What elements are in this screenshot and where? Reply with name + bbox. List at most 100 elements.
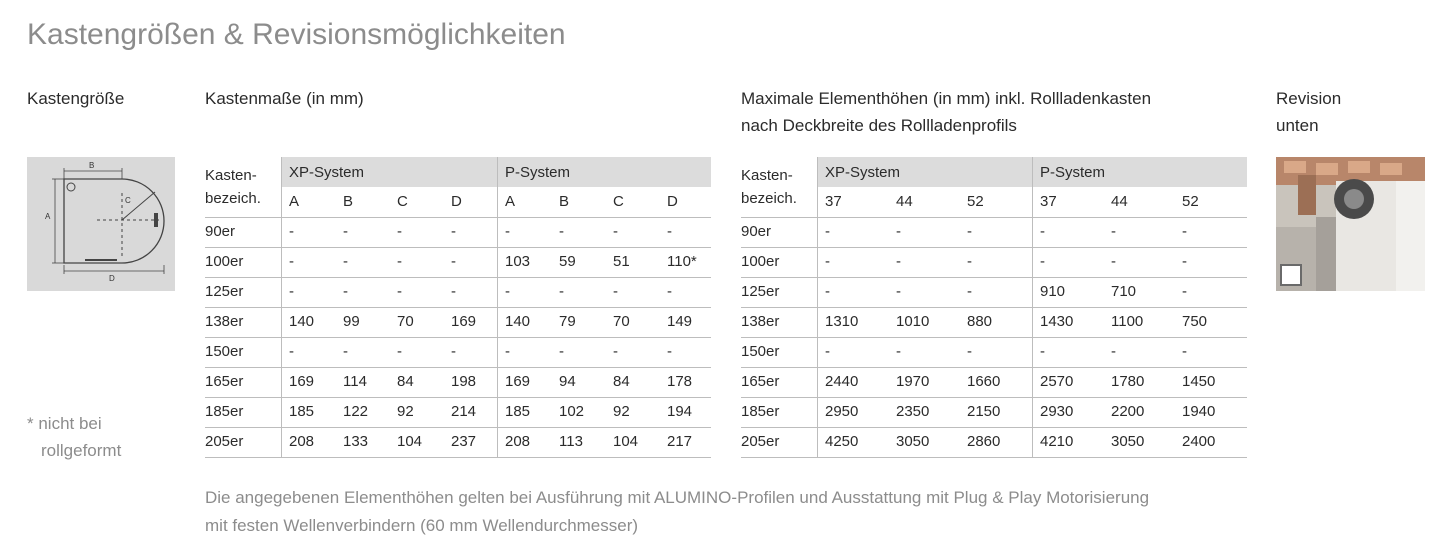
table-cell: 169 <box>505 373 531 390</box>
table-cell: - <box>451 283 456 300</box>
table-cell: 178 <box>667 373 693 390</box>
heading-revision: Revision unten <box>1276 85 1341 139</box>
table-cell: - <box>896 223 901 240</box>
table-cell: 92 <box>397 403 414 420</box>
diagram-label-a: A <box>45 212 51 221</box>
table-cell: 70 <box>397 313 414 330</box>
table-cell: - <box>896 253 901 270</box>
row-rule <box>205 397 711 398</box>
table-cell: - <box>1040 223 1045 240</box>
table-cell: - <box>613 283 618 300</box>
row-label: 100er <box>741 253 780 270</box>
row-rule <box>741 307 1247 308</box>
table-cell: 104 <box>613 433 639 450</box>
table-cell: 94 <box>559 373 576 390</box>
table-cell: 217 <box>667 433 693 450</box>
table-cell: 2930 <box>1040 403 1074 420</box>
table-cell: - <box>451 253 456 270</box>
table-cell: - <box>1040 253 1045 270</box>
page-title: Kastengrößen & Revisionsmöglichkeiten <box>27 18 566 51</box>
table-cell: 2860 <box>967 433 1001 450</box>
column-subheader: B <box>559 193 570 210</box>
header-band <box>281 157 711 187</box>
row-label: 138er <box>205 313 244 330</box>
table-cell: 140 <box>289 313 315 330</box>
table-cell: 208 <box>289 433 315 450</box>
table-cell: 102 <box>559 403 585 420</box>
table-cell: - <box>967 343 972 360</box>
table-cell: - <box>343 283 348 300</box>
row-label: 150er <box>741 343 780 360</box>
table-cell: 1310 <box>825 313 859 330</box>
bottom-note: Die angegebenen Elementhöhen gelten bei … <box>205 484 1149 540</box>
table-cell: - <box>967 223 972 240</box>
row-rule <box>741 397 1247 398</box>
table-cell: 140 <box>505 313 531 330</box>
table-cell: 1100 <box>1111 313 1144 330</box>
heading-max-heights: Maximale Elementhöhen (in mm) inkl. Roll… <box>741 85 1151 139</box>
table-cell: 3050 <box>896 433 930 450</box>
column-subheader: 52 <box>1182 193 1199 210</box>
table-cell: - <box>613 343 618 360</box>
diagram-label-d: D <box>109 274 115 283</box>
table-cell: - <box>289 253 294 270</box>
group-label: P-System <box>1040 164 1106 181</box>
table-cell: 79 <box>559 313 576 330</box>
table-cell: 110* <box>667 253 697 270</box>
table-cell: 104 <box>397 433 423 450</box>
column-subheader: C <box>397 193 408 210</box>
table-cell: 103 <box>505 253 531 270</box>
table-cell: 2570 <box>1040 373 1074 390</box>
table-cell: - <box>1182 343 1187 360</box>
table-cell: 1970 <box>896 373 930 390</box>
table-cell: - <box>397 223 402 240</box>
table-cell: 84 <box>613 373 630 390</box>
table-cell: - <box>825 283 830 300</box>
heading-box-dimensions: Kastenmaße (in mm) <box>205 89 364 108</box>
footnote: * nicht bei rollgeformt <box>27 410 121 464</box>
table-cell: - <box>613 223 618 240</box>
table-cell: 185 <box>505 403 531 420</box>
table-cell: 710 <box>1111 283 1137 300</box>
table-cell: 169 <box>451 313 477 330</box>
row-label: 125er <box>205 283 244 300</box>
row-label: 90er <box>205 223 236 240</box>
table-cell: - <box>667 283 672 300</box>
group-label: XP-System <box>825 164 901 181</box>
table-cell: 185 <box>289 403 315 420</box>
row-rule <box>741 457 1247 458</box>
row-rule <box>205 337 711 338</box>
table-cell: 208 <box>505 433 531 450</box>
footnote-line2: rollgeformt <box>41 441 122 460</box>
table-cell: - <box>1040 343 1045 360</box>
row-rule <box>205 247 711 248</box>
table-cell: 750 <box>1182 313 1208 330</box>
table-cell: 113 <box>559 433 583 450</box>
heading-max-heights-line2: nach Deckbreite des Rollladenprofils <box>741 116 1017 135</box>
row-label: 205er <box>205 433 244 450</box>
bottom-note-line2: mit festen Wellenverbindern (60 mm Welle… <box>205 516 639 535</box>
row-rule <box>741 217 1247 218</box>
table-cell: 2440 <box>825 373 859 390</box>
column-subheader: 44 <box>1111 193 1128 210</box>
table-cell: 880 <box>967 313 993 330</box>
table-cell: - <box>505 343 510 360</box>
row-header-line1: Kasten- <box>741 167 793 184</box>
table-cell: - <box>667 343 672 360</box>
table-cell: 198 <box>451 373 477 390</box>
row-header-line2: bezeich. <box>741 190 797 207</box>
table-cell: - <box>825 343 830 360</box>
row-rule <box>741 367 1247 368</box>
roller-box-photo-drawing <box>1276 157 1425 291</box>
table-cell: 910 <box>1040 283 1066 300</box>
table-cell: 133 <box>343 433 369 450</box>
table-cell: - <box>505 283 510 300</box>
table-cell: 92 <box>613 403 630 420</box>
table-cell: 2400 <box>1182 433 1216 450</box>
column-subheader: D <box>667 193 678 210</box>
group-label: XP-System <box>289 164 365 181</box>
table-cell: - <box>505 223 510 240</box>
table-cell: 59 <box>559 253 576 270</box>
table-cell: 194 <box>667 403 693 420</box>
box-dimension-diagram: A B C D <box>27 157 175 291</box>
